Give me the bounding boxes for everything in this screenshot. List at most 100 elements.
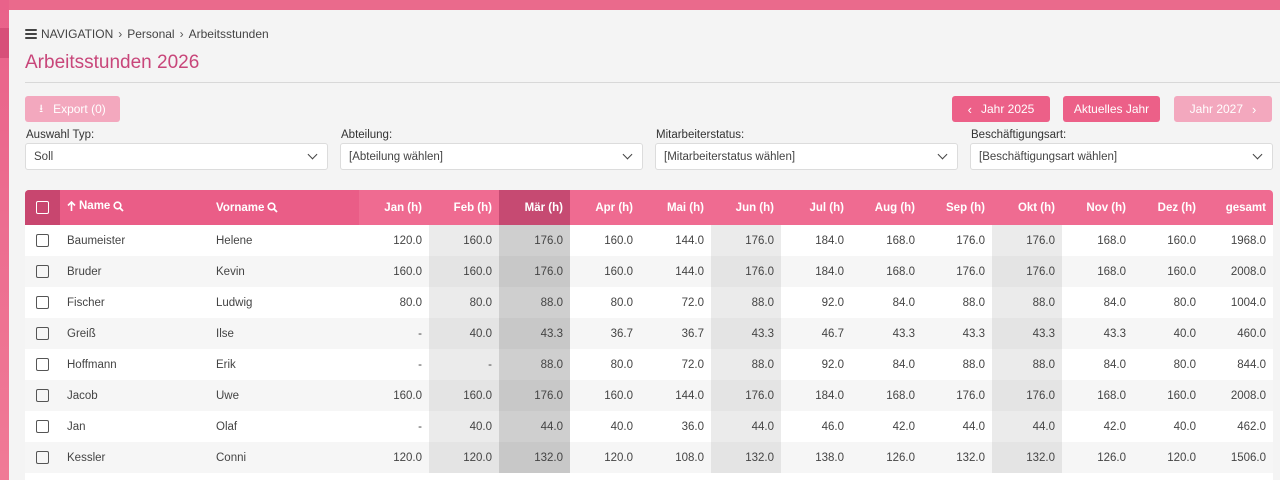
row-checkbox[interactable] <box>25 256 60 287</box>
cell-hours: 36.0 <box>681 420 704 433</box>
row-checkbox[interactable] <box>25 225 60 256</box>
column-header-gesamt[interactable]: gesamt <box>1225 201 1266 214</box>
cell-name: Kessler <box>67 451 106 464</box>
cell-hours: 40.0 <box>429 411 499 442</box>
column-header-jan[interactable]: Jan (h) <box>384 201 422 214</box>
column-header-firstname-label: Vorname <box>216 201 265 214</box>
cell-hours: 84.0 <box>892 296 915 309</box>
filter-type-select[interactable]: Soll <box>25 143 328 170</box>
filter-employee-status-value: [Mitarbeiterstatus wählen] <box>664 150 796 163</box>
cell-total: 460.0 <box>1237 327 1266 340</box>
cell-hours: 80.0 <box>610 296 633 309</box>
cell-hours: 184.0 <box>815 265 844 278</box>
column-header-mar[interactable]: Mär (h) <box>499 190 570 225</box>
side-rail <box>0 0 9 480</box>
cell-hours: 72.0 <box>681 358 704 371</box>
cell-hours: 120.0 <box>1167 451 1196 464</box>
cell-hours: 80.0 <box>1173 358 1196 371</box>
column-header-firstname[interactable]: Vorname <box>209 190 359 225</box>
sort-ascending-icon[interactable] <box>67 200 76 212</box>
breadcrumb-nav[interactable]: NAVIGATION <box>41 27 114 41</box>
cell-hours: 84.0 <box>1103 296 1126 309</box>
column-header-sep[interactable]: Sep (h) <box>946 201 985 214</box>
breadcrumb-item-personal[interactable]: Personal <box>127 27 175 41</box>
breadcrumb: NAVIGATION › Personal › Arbeitsstunden <box>25 27 269 41</box>
cell-hours: 160.0 <box>1167 265 1196 278</box>
cell-hours: 84.0 <box>1103 358 1126 371</box>
side-rail-handle[interactable] <box>0 28 9 58</box>
column-header-mai[interactable]: Mai (h) <box>666 201 704 214</box>
column-header-feb[interactable]: Feb (h) <box>453 201 492 214</box>
table-row[interactable]: Fischer Ludwig 80.0 80.0 88.0 80.0 72.0 88.0 92.… <box>25 287 1273 318</box>
chevron-right-icon: › <box>1252 101 1257 117</box>
cell-name: Fischer <box>67 296 105 309</box>
cell-hours: 92.0 <box>821 358 844 371</box>
cell-name: Hoffmann <box>67 358 117 371</box>
cell-hours: 138.0 <box>815 451 844 464</box>
select-all-checkbox[interactable] <box>25 190 60 225</box>
chevron-right-icon: › <box>118 27 123 41</box>
cell-name: Jan <box>67 420 86 433</box>
cell-hours: 88.0 <box>992 287 1062 318</box>
next-year-button[interactable]: Jahr 2027 › <box>1174 96 1272 122</box>
column-header-jun[interactable]: Jun (h) <box>735 201 774 214</box>
table-row[interactable]: Jacob Uwe 160.0 160.0 176.0 160.0 144.0 176.0 18… <box>25 380 1273 411</box>
cell-hours: 88.0 <box>962 358 985 371</box>
column-header-dez[interactable]: Dez (h) <box>1157 201 1196 214</box>
table-row[interactable]: Kessler Conni 120.0 120.0 132.0 120.0 108.0 132… <box>25 442 1273 473</box>
filter-employee-status-select[interactable]: [Mitarbeiterstatus wählen] <box>655 143 958 170</box>
cell-firstname: Conni <box>216 451 247 464</box>
column-header-jul[interactable]: Jul (h) <box>809 201 845 214</box>
row-checkbox[interactable] <box>25 442 60 473</box>
row-checkbox[interactable] <box>25 287 60 318</box>
cell-hours: 160.0 <box>604 389 633 402</box>
hamburger-menu-icon[interactable] <box>25 29 37 39</box>
filter-employee-status-label: Mitarbeiterstatus: <box>656 129 745 141</box>
table-row[interactable]: Hoffmann Erik - -88.0 80.0 72.0 88.0 92.0 84.0 88… <box>25 349 1273 380</box>
main-content: NAVIGATION › Personal › Arbeitsstunden A… <box>9 10 1280 480</box>
chevron-down-icon <box>1252 149 1263 160</box>
filter-department-select[interactable]: [Abteilung wählen] <box>340 143 643 170</box>
filter-employment-type-label: Beschäftigungsart: <box>971 129 1067 141</box>
previous-year-button[interactable]: ‹ Jahr 2025 <box>952 96 1050 122</box>
row-checkbox[interactable] <box>25 318 60 349</box>
cell-hours: 92.0 <box>821 296 844 309</box>
cell-hours: 80.0 <box>1173 296 1196 309</box>
column-header-apr[interactable]: Apr (h) <box>595 201 633 214</box>
search-icon[interactable] <box>113 201 124 212</box>
row-checkbox[interactable] <box>25 380 60 411</box>
current-year-label: Aktuelles Jahr <box>1073 102 1150 116</box>
cell-hours: - <box>418 420 422 433</box>
cell-hours: 43.3 <box>962 327 985 340</box>
column-header-aug[interactable]: Aug (h) <box>874 201 915 214</box>
cell-hours: 43.3 <box>711 318 781 349</box>
table-row[interactable]: Jan Olaf -40.0 44.0 40.0 36.0 44.0 46.0 42.0 44.0… <box>25 411 1273 442</box>
row-checkbox[interactable] <box>25 349 60 380</box>
table-row[interactable]: Bruder Kevin 160.0 160.0 176.0 160.0 144.0 176.… <box>25 256 1273 287</box>
row-checkbox[interactable] <box>25 411 60 442</box>
column-header-nov[interactable]: Nov (h) <box>1086 201 1126 214</box>
table-row[interactable]: Baumeister Helene 120.0 160.0 176.0 160.0 144.… <box>25 225 1273 256</box>
table-header-row: Name Vorname Jan (h) Feb (h) Mär (h) Apr… <box>25 190 1273 225</box>
search-icon[interactable] <box>267 202 278 213</box>
cell-hours: 176.0 <box>711 256 781 287</box>
export-button[interactable]: ⭳ Export (0) <box>25 96 120 122</box>
filter-employment-type-select[interactable]: [Beschäftigungsart wählen] <box>970 143 1273 170</box>
cell-name: Baumeister <box>67 234 126 247</box>
current-year-button[interactable]: Aktuelles Jahr <box>1063 96 1160 122</box>
cell-firstname: Olaf <box>216 420 238 433</box>
cell-hours: 184.0 <box>815 234 844 247</box>
cell-firstname: Uwe <box>216 389 240 402</box>
column-header-okt[interactable]: Okt (h) <box>1017 201 1055 214</box>
chevron-down-icon <box>622 149 633 160</box>
cell-hours: - <box>429 349 499 380</box>
cell-hours: 120.0 <box>393 451 422 464</box>
cell-hours: 176.0 <box>499 256 570 287</box>
cell-hours: 160.0 <box>393 265 422 278</box>
cell-firstname: Ludwig <box>216 296 253 309</box>
cell-hours: 36.7 <box>681 327 704 340</box>
filter-employment-type: Beschäftigungsart: [Beschäftigungsart wä… <box>970 129 1273 170</box>
column-header-name[interactable]: Name <box>60 190 209 225</box>
table-row[interactable]: Greiß Ilse -40.0 43.3 36.7 36.7 43.3 46.7 43.3 43… <box>25 318 1273 349</box>
cell-hours: 126.0 <box>1097 451 1126 464</box>
